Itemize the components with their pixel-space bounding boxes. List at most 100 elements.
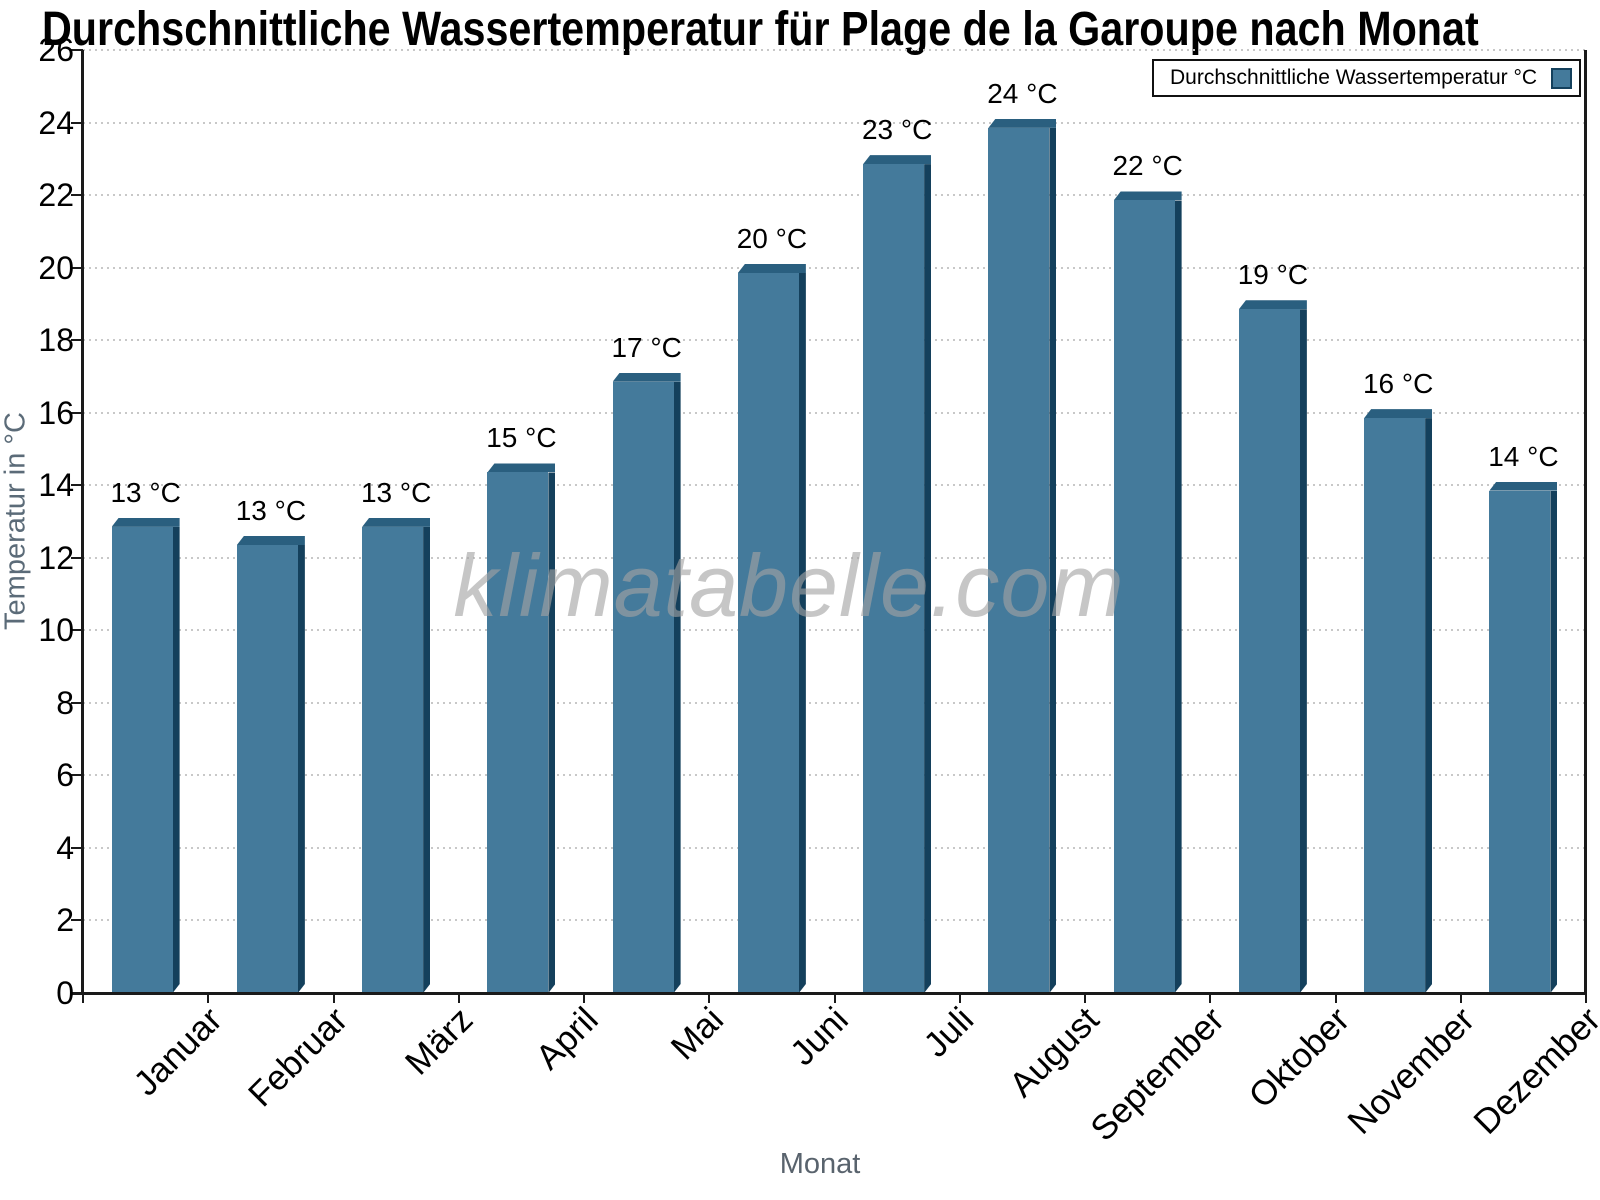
y-tick-label-4: 4 [56,829,74,866]
y-tick-label-22: 22 [38,177,74,214]
bar-value-label-dezember: 14 °C [1488,440,1559,472]
bar-top-face [1364,409,1433,419]
bar-top-face [612,372,681,382]
x-tick-2 [332,992,335,1003]
x-tick-12 [1585,992,1587,1003]
bar-top-face [1238,300,1307,310]
bar-dezember [1489,481,1558,993]
bar-side-face [924,164,931,993]
y-tick-label-18: 18 [38,322,74,359]
gridline-12 [83,556,1586,559]
bar-front-face [236,545,298,993]
bar-januar [111,517,180,993]
y-tick-2 [71,919,83,922]
y-tick-22 [71,194,83,197]
y-tick-26 [71,49,83,51]
x-tick-10 [1334,992,1337,1003]
bar-front-face [362,526,424,993]
bar-value-label-oktober: 19 °C [1237,259,1309,291]
gridline-20 [83,266,1586,269]
y-tick-6 [71,774,83,777]
y-tick-14 [71,484,83,487]
bar-top-face [1113,191,1182,201]
legend-label: Durchschnittliche Wassertemperatur °C [1170,66,1538,89]
x-tick-label-mai: Mai [663,1000,731,1068]
x-tick-label-januar: Januar [126,1000,230,1104]
bar-top-face [111,517,180,527]
bar-front-face [1489,490,1551,993]
bar-value-label-juli: 23 °C [861,114,933,146]
gridline-18 [83,339,1586,342]
bar-august [988,118,1057,993]
bar-value-label-juni: 20 °C [736,222,808,254]
gridline-2 [83,919,1586,922]
y-tick-16 [71,411,83,414]
bar-value-label-februar: 13 °C [235,495,307,526]
bar-top-face [236,536,305,545]
y-tick-label-12: 12 [38,539,74,576]
y-tick-label-6: 6 [56,757,74,794]
bar-top-face [737,263,806,273]
gridline-10 [83,629,1586,632]
gridline-6 [83,774,1586,777]
y-tick-label-26: 26 [38,32,74,68]
bar-front-face [1364,418,1426,993]
bar-top-face [362,517,431,527]
legend-swatch-icon [1551,67,1573,89]
bar-front-face [1113,200,1175,993]
x-tick-label-oktober: Oktober [1241,1000,1358,1116]
bar-value-label-januar: 13 °C [110,476,181,508]
bar-top-face [863,155,932,165]
y-axis-title: Temperatur in °C [0,412,32,630]
x-tick-label-november: November [1340,1000,1483,1142]
gridline-4 [83,846,1586,849]
x-tick-8 [1084,992,1086,1003]
bar-front-face [612,381,674,993]
bar-side-face [1550,491,1557,993]
x-tick-label-august: August [1001,1000,1107,1105]
y-tick-12 [71,556,83,559]
bar-oktober [1238,300,1307,993]
y-tick-label-16: 16 [38,394,74,431]
bar-juli [863,155,932,993]
x-tick-7 [958,992,961,1003]
x-tick-label-juli: Juli [916,1000,982,1065]
gridline-14 [83,484,1586,487]
bar-front-face [863,164,925,993]
y-tick-18 [71,339,83,342]
bar-front-face [1238,309,1300,993]
chart-title: Durchschnittliche Wassertemperatur für P… [42,3,1479,56]
bar-side-face [298,545,305,993]
gridline-26 [83,49,1586,51]
gridline-24 [83,121,1586,124]
x-axis-title: Monat [779,1148,861,1180]
bar-februar [236,536,305,993]
bar-april [487,463,556,993]
bar-side-face [548,472,555,993]
y-tick-label-24: 24 [38,104,74,141]
x-tick-label-april: April [528,1000,606,1078]
bar-top-face [1489,481,1558,491]
x-tick-0 [82,992,84,1003]
x-tick-11 [1459,992,1462,1003]
bar-november [1364,409,1433,993]
bar-value-label-august: 24 °C [987,77,1058,109]
watermark: klimatabelle.com [453,536,1125,635]
bar-front-face [737,272,799,993]
bar-value-label-maerz: 13 °C [360,476,432,508]
y-tick-0 [71,992,83,994]
x-tick-3 [457,992,460,1003]
x-tick-6 [833,992,836,1003]
x-axis-line [70,992,1587,995]
gridline-22 [83,194,1586,197]
bar-top-face [487,463,556,473]
y-tick-label-20: 20 [38,249,74,286]
bar-value-label-september: 22 °C [1112,150,1183,182]
x-tick-1 [207,992,210,1003]
x-tick-5 [708,992,711,1003]
bar-side-face [173,527,180,993]
gridline-16 [83,411,1586,414]
x-tick-label-september: September [1083,1000,1232,1149]
y-tick-4 [71,846,83,849]
bar-mai [612,372,681,993]
